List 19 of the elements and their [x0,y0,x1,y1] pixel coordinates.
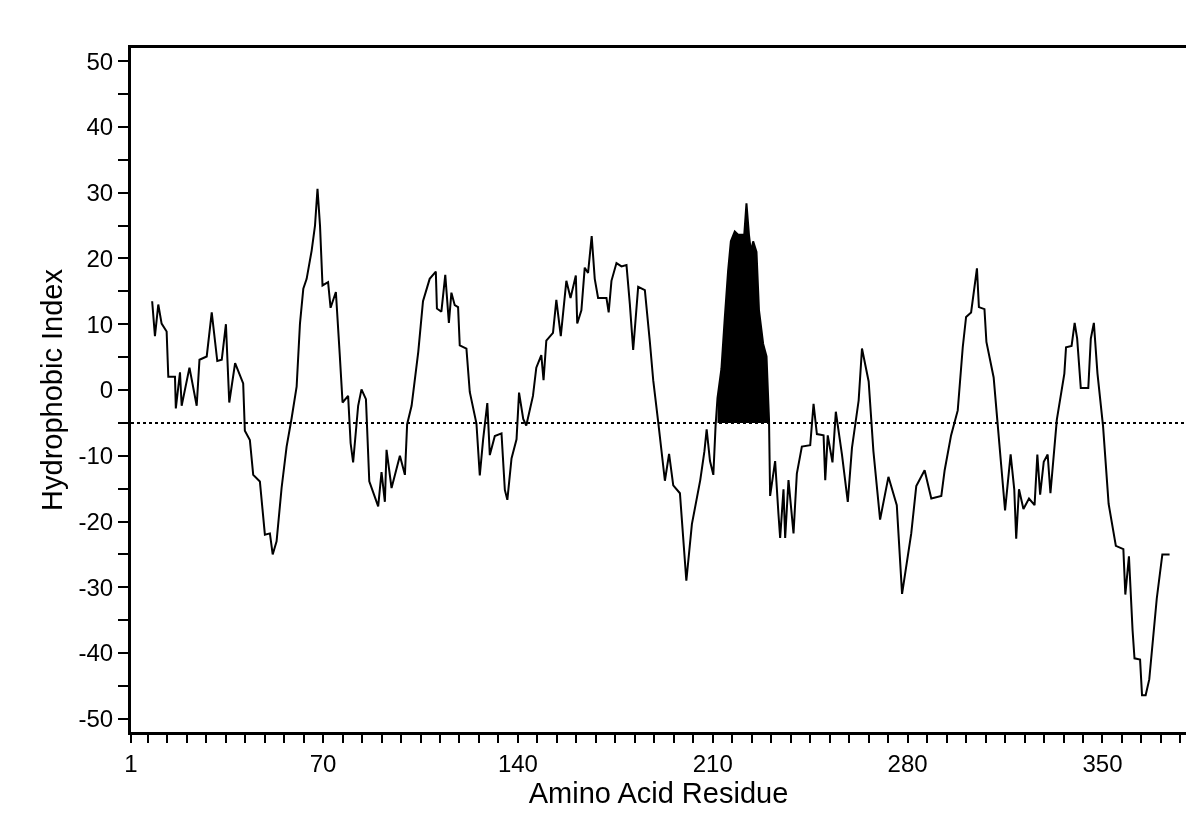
y-tick-label: -30 [78,573,114,601]
y-tick-label: -20 [78,507,114,535]
x-tick-label: 350 [1082,749,1123,777]
y-tick-label: 50 [86,47,114,75]
x-tick-label: 210 [692,749,733,777]
x-tick-label: 140 [497,749,538,777]
y-tick-label: 40 [86,113,114,141]
y-tick-label: -50 [78,705,114,733]
y-tick-label: 0 [99,376,114,404]
x-axis-title: Amino Acid Residue [528,776,789,809]
y-tick-label: -40 [78,639,114,667]
y-tick-label: 10 [86,310,114,338]
y-tick-label: -10 [78,442,114,470]
y-tick-label: 30 [86,179,114,207]
y-tick-label: 20 [86,244,114,272]
y-axis-title: Hydrophobic Index [35,268,68,511]
x-tick-label: 280 [887,749,928,777]
x-tick-label: 1 [124,749,138,777]
x-tick-label: 70 [309,749,337,777]
